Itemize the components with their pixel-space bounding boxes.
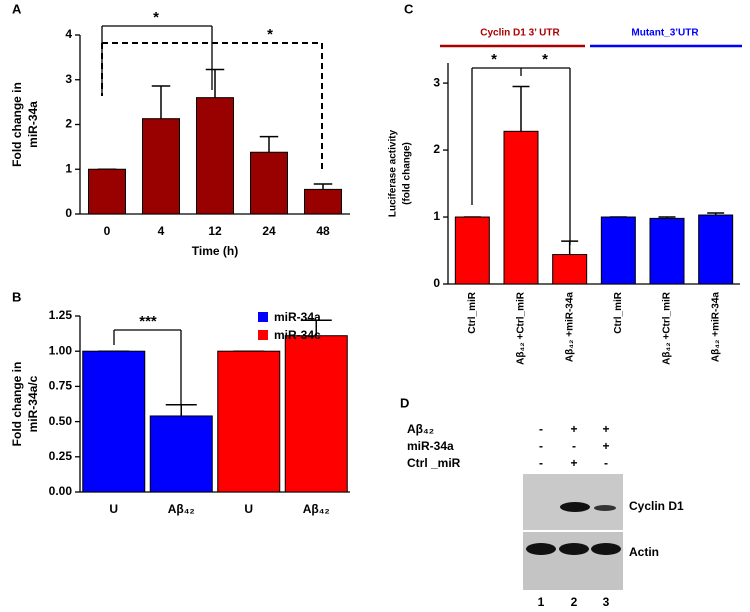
y-tick-label: 0.00	[49, 484, 73, 498]
y-tick-label: 0.75	[49, 379, 73, 393]
y-tick-label: 0	[433, 276, 440, 290]
x-tick-label: Aβ₄₂ +Ctrl_miR	[516, 291, 527, 365]
significance: *	[491, 51, 497, 68]
bar	[88, 168, 126, 215]
sign: +	[570, 456, 577, 470]
x-tick-label: Aβ₄₂ +miR-34a	[710, 292, 721, 362]
legend-swatch	[258, 330, 268, 340]
row-label: miR-34a	[407, 439, 454, 453]
band-label: Actin	[629, 545, 659, 559]
y-axis-label: Fold change in	[10, 362, 24, 447]
y-axis-label: Luciferase activity	[388, 129, 399, 217]
significance: *	[153, 9, 159, 26]
y-tick-label: 2	[433, 142, 440, 156]
band-label: Cyclin D1	[629, 499, 684, 513]
blot-cyclin	[523, 474, 623, 530]
panel-label: D	[400, 395, 409, 410]
x-tick-label: 48	[316, 224, 330, 238]
legend-label: miR-34a	[274, 310, 321, 324]
significance: *	[542, 51, 548, 68]
x-tick-label: Ctrl_miR	[467, 291, 478, 333]
sign: -	[604, 456, 608, 470]
sign: -	[539, 439, 543, 453]
y-tick-label: 1.25	[49, 308, 73, 322]
band	[560, 502, 590, 512]
x-tick-label: Aβ₄₂	[168, 502, 195, 516]
y-tick-label: 1	[433, 209, 440, 223]
blot-actin	[523, 532, 623, 590]
sign: -	[539, 456, 543, 470]
legend-label: Cyclin D1 3’ UTR	[480, 28, 560, 39]
y-tick-label: 3	[65, 72, 72, 86]
significance: *	[267, 26, 273, 43]
y-tick-label: 1	[65, 161, 72, 175]
panel-label: C	[404, 1, 414, 16]
x-tick-label: Aβ₄₂ +Ctrl_miR	[662, 291, 673, 365]
bar	[284, 335, 348, 493]
x-tick-label: U	[244, 502, 253, 516]
lane-number: 2	[571, 595, 578, 609]
bar	[142, 118, 180, 215]
bar	[304, 188, 342, 215]
bar	[149, 415, 213, 493]
y-tick-label: 0	[65, 206, 72, 220]
panel-label: B	[12, 289, 21, 304]
band	[594, 505, 616, 511]
x-tick-label: Aβ₄₂	[303, 502, 330, 516]
bar	[196, 97, 234, 215]
y-axis-label: miR-34a	[26, 101, 40, 148]
x-tick-label: Ctrl_miR	[613, 291, 624, 333]
bar	[552, 254, 588, 285]
bar	[649, 217, 685, 285]
x-tick-label: U	[109, 502, 118, 516]
bar	[82, 350, 146, 493]
sign: +	[602, 422, 609, 436]
sign: +	[602, 439, 609, 453]
x-tick-label: Aβ₄₂ +miR-34a	[564, 292, 575, 362]
bar	[503, 130, 539, 285]
band	[559, 543, 589, 555]
y-tick-label: 3	[433, 75, 440, 89]
lane-number: 1	[538, 595, 545, 609]
sign: +	[570, 422, 577, 436]
significance: ***	[139, 313, 157, 330]
sign: -	[539, 422, 543, 436]
panel-label: A	[12, 1, 22, 16]
band	[591, 543, 621, 555]
bar	[217, 350, 281, 493]
bar	[600, 216, 636, 285]
x-tick-label: 12	[208, 224, 222, 238]
band	[526, 543, 556, 555]
x-tick-label: 4	[158, 224, 165, 238]
y-axis-label: (fold change)	[402, 142, 413, 205]
legend-label: miR-34c	[274, 328, 321, 342]
bar	[454, 216, 490, 285]
x-tick-label: 0	[104, 224, 111, 238]
sign: -	[572, 439, 576, 453]
x-axis-label: Time (h)	[192, 244, 238, 258]
y-tick-label: 0.25	[49, 449, 73, 463]
legend-label: Mutant_3’UTR	[631, 28, 699, 39]
lane-number: 3	[603, 595, 610, 609]
x-tick-label: 24	[262, 224, 276, 238]
row-label: Aβ₄₂	[407, 422, 434, 436]
y-axis-label: Fold change in	[10, 82, 24, 167]
y-tick-label: 2	[65, 117, 72, 131]
bar	[250, 151, 288, 215]
y-tick-label: 1.00	[49, 343, 73, 357]
row-label: Ctrl _miR	[407, 456, 461, 470]
y-tick-label: 4	[65, 27, 72, 41]
bar	[698, 214, 734, 285]
legend-swatch	[258, 312, 268, 322]
y-axis-label: miR-34a/c	[26, 375, 40, 432]
y-tick-label: 0.50	[49, 414, 73, 428]
